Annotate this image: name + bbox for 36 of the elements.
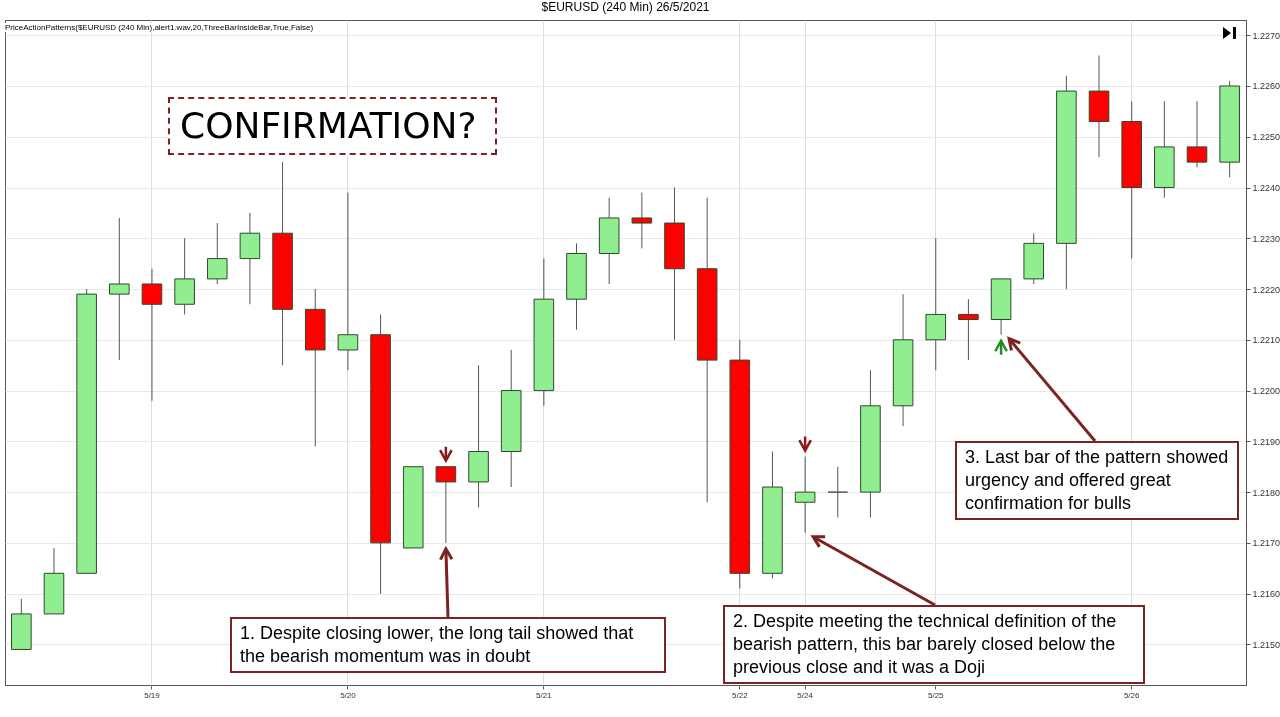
annotation: 1. Despite closing lower, the long tail showed that the bearish momentum was in doubt — [230, 617, 666, 673]
candlestick — [958, 298, 979, 361]
y-tick-label: 1.2250 — [1252, 132, 1280, 143]
annotation: CONFIRMATION? — [168, 97, 497, 155]
candlestick — [141, 268, 163, 402]
y-tick-label: 1.2200 — [1252, 386, 1280, 397]
annotation: 3. Last bar of the pattern showed urgency and offered great confirmation for bulls — [955, 441, 1239, 520]
y-tick-label: 1.2230 — [1252, 233, 1280, 244]
x-tick-label: 5/25 — [927, 690, 945, 700]
x-tick-label: 5/26 — [1123, 690, 1141, 700]
y-tick-label: 1.2260 — [1252, 81, 1280, 92]
x-tick-label: 5/20 — [340, 690, 357, 700]
y-tick-label: 1.2240 — [1252, 183, 1280, 194]
x-tick-label: 5/24 — [797, 690, 814, 700]
candlestick — [337, 192, 359, 371]
annotation: PriceActionPatterns($EURUSD (240 Min),alert1.wav,20,ThreeBarInsideBar,True,False) — [4, 23, 315, 32]
y-tick-label: 1.2160 — [1252, 589, 1280, 600]
x-tick-label: 5/21 — [536, 690, 553, 700]
candlestick — [631, 192, 653, 249]
x-tick-label: 5/19 — [144, 690, 161, 700]
y-tick-label: 1.2220 — [1252, 284, 1280, 295]
y-tick-label: 1.2170 — [1252, 538, 1280, 549]
chart-title: $EURUSD (240 Min) 26/5/2021 — [541, 0, 710, 14]
y-tick-label: 1.2150 — [1252, 639, 1280, 650]
candlestick — [794, 456, 816, 534]
y-tick-label: 1.2270 — [1252, 30, 1280, 41]
candlestick — [1186, 100, 1208, 168]
candlestick — [109, 217, 130, 361]
candlestick — [827, 466, 849, 518]
y-tick-label: 1.2190 — [1252, 436, 1280, 447]
annotation: 2. Despite meeting the technical definition of the bearish pattern, this bar barely closed below the previous close and it was a Doji — [723, 605, 1145, 684]
y-tick-label: 1.2210 — [1252, 335, 1280, 346]
candlestick — [435, 466, 457, 544]
x-tick-label: 5/22 — [732, 690, 749, 700]
y-tick-label: 1.2180 — [1252, 487, 1280, 498]
candlestick — [206, 222, 228, 285]
